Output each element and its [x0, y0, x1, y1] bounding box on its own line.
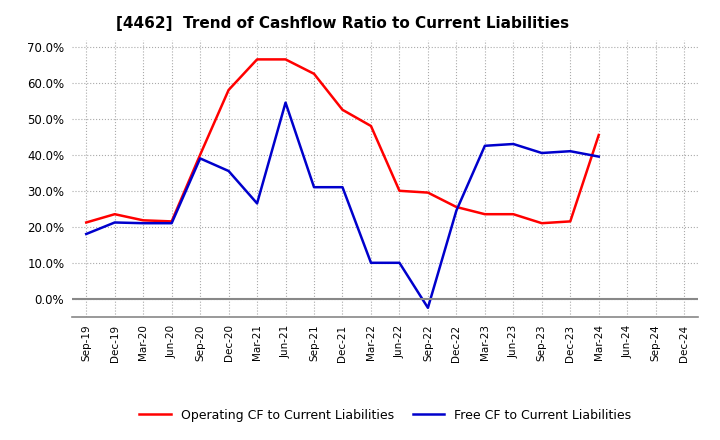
Operating CF to Current Liabilities	[225, 88, 233, 93]
Text: [4462]  Trend of Cashflow Ratio to Current Liabilities: [4462] Trend of Cashflow Ratio to Curren…	[116, 16, 569, 32]
Free CF to Current Liabilities	[452, 208, 461, 213]
Free CF to Current Liabilities	[253, 201, 261, 206]
Operating CF to Current Liabilities	[310, 71, 318, 77]
Operating CF to Current Liabilities	[509, 212, 518, 217]
Free CF to Current Liabilities	[509, 141, 518, 147]
Operating CF to Current Liabilities	[480, 212, 489, 217]
Operating CF to Current Liabilities	[452, 204, 461, 209]
Line: Operating CF to Current Liabilities: Operating CF to Current Liabilities	[86, 59, 599, 223]
Free CF to Current Liabilities	[338, 184, 347, 190]
Operating CF to Current Liabilities	[595, 132, 603, 138]
Free CF to Current Liabilities	[82, 231, 91, 237]
Line: Free CF to Current Liabilities: Free CF to Current Liabilities	[86, 103, 599, 308]
Operating CF to Current Liabilities	[282, 57, 290, 62]
Free CF to Current Liabilities	[282, 100, 290, 105]
Free CF to Current Liabilities	[480, 143, 489, 148]
Free CF to Current Liabilities	[110, 220, 119, 225]
Operating CF to Current Liabilities	[566, 219, 575, 224]
Free CF to Current Liabilities	[139, 220, 148, 226]
Free CF to Current Liabilities	[366, 260, 375, 265]
Free CF to Current Liabilities	[537, 150, 546, 156]
Operating CF to Current Liabilities	[423, 190, 432, 195]
Free CF to Current Liabilities	[310, 184, 318, 190]
Legend: Operating CF to Current Liabilities, Free CF to Current Liabilities: Operating CF to Current Liabilities, Fre…	[135, 404, 636, 427]
Free CF to Current Liabilities	[595, 154, 603, 159]
Operating CF to Current Liabilities	[82, 220, 91, 225]
Free CF to Current Liabilities	[167, 220, 176, 226]
Operating CF to Current Liabilities	[139, 218, 148, 223]
Operating CF to Current Liabilities	[110, 212, 119, 217]
Operating CF to Current Liabilities	[196, 152, 204, 158]
Free CF to Current Liabilities	[225, 169, 233, 174]
Free CF to Current Liabilities	[196, 156, 204, 161]
Operating CF to Current Liabilities	[537, 220, 546, 226]
Free CF to Current Liabilities	[395, 260, 404, 265]
Operating CF to Current Liabilities	[167, 219, 176, 224]
Operating CF to Current Liabilities	[338, 107, 347, 113]
Free CF to Current Liabilities	[566, 149, 575, 154]
Operating CF to Current Liabilities	[395, 188, 404, 194]
Operating CF to Current Liabilities	[253, 57, 261, 62]
Free CF to Current Liabilities	[423, 305, 432, 311]
Operating CF to Current Liabilities	[366, 123, 375, 128]
